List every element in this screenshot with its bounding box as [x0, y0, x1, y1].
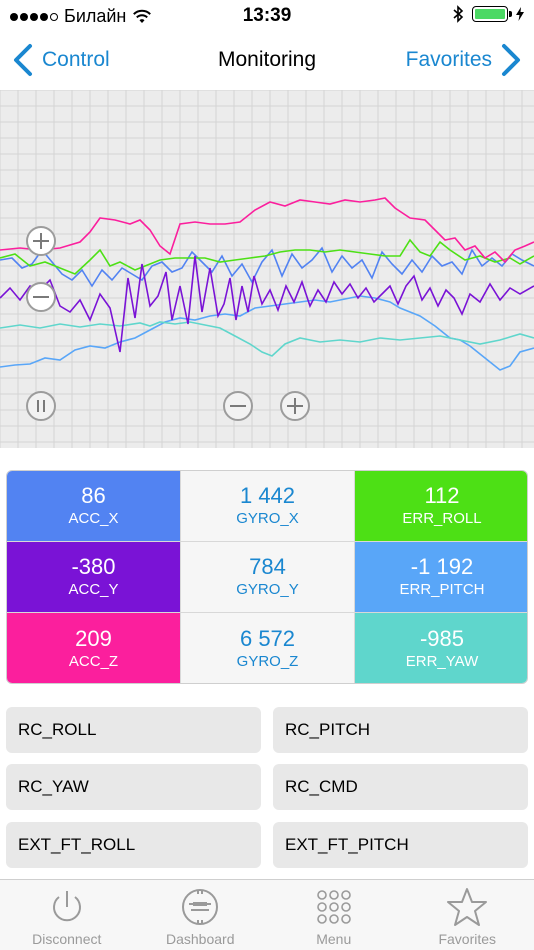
tab-label: Menu — [316, 931, 352, 947]
zoom-out-button[interactable] — [25, 281, 57, 313]
value-number: -985 — [419, 626, 465, 651]
err-pitch-line — [0, 295, 534, 371]
scale-down-button[interactable] — [222, 390, 254, 422]
pause-button[interactable] — [25, 390, 57, 422]
value-cell-gyro-y: 784 GYRO_Y — [181, 542, 355, 613]
wifi-icon — [133, 9, 152, 23]
value-cell-acc-y: -380 ACC_Y — [7, 542, 181, 613]
value-number: 6 572 — [239, 626, 296, 651]
tab-label: Favorites — [438, 931, 497, 947]
value-label: ERR_ROLL — [402, 510, 482, 527]
carrier-name: Билайн — [64, 6, 127, 26]
value-cell-err-yaw: -985 ERR_YAW — [355, 613, 527, 683]
chevron-right-icon — [502, 44, 520, 76]
value-number: 1 442 — [239, 483, 296, 508]
value-number: -1 192 — [410, 554, 474, 579]
charging-icon — [516, 7, 524, 21]
value-number: 784 — [249, 554, 286, 579]
value-label: ERR_PITCH — [399, 581, 485, 598]
value-number: -380 — [71, 554, 116, 579]
value-label: GYRO_X — [236, 510, 299, 527]
tab-dashboard[interactable]: Dashboard — [134, 880, 268, 950]
bluetooth-icon — [453, 5, 464, 23]
status-bar: Билайн 13:39 — [0, 0, 534, 30]
ext-ft-roll-button[interactable]: EXT_FT_ROLL — [6, 822, 261, 868]
acc-y-line — [0, 255, 534, 353]
acc-z-line — [0, 197, 534, 264]
tab-menu[interactable]: Menu — [267, 880, 401, 950]
navigation-bar: Control Monitoring Favorites — [0, 30, 534, 90]
tab-disconnect[interactable]: Disconnect — [0, 880, 134, 950]
favorites-nav-button[interactable]: Favorites — [406, 42, 524, 78]
rc-pitch-button[interactable]: RC_PITCH — [273, 707, 528, 753]
value-cell-gyro-x: 1 442 GYRO_X — [181, 471, 355, 542]
value-number: 209 — [75, 626, 112, 651]
chevron-left-icon — [14, 44, 32, 76]
rc-cmd-button[interactable]: RC_CMD — [273, 764, 528, 810]
back-button-label: Control — [42, 48, 110, 71]
power-icon — [52, 891, 81, 922]
value-cell-acc-x: 86 ACC_X — [7, 471, 181, 542]
value-label: ACC_Y — [68, 581, 119, 598]
battery-icon — [472, 6, 512, 22]
tab-bar: Disconnect Dashboard Menu Favorites — [0, 879, 534, 950]
value-number: 86 — [81, 483, 106, 508]
back-button[interactable]: Control — [10, 42, 110, 78]
value-cell-err-roll: 112 ERR_ROLL — [355, 471, 527, 542]
zoom-in-button[interactable] — [25, 225, 57, 257]
rc-roll-button[interactable]: RC_ROLL — [6, 707, 261, 753]
clock: 13:39 — [242, 5, 292, 26]
star-icon — [447, 888, 488, 926]
scale-up-button[interactable] — [279, 390, 311, 422]
value-label: GYRO_Z — [236, 653, 299, 670]
tab-label: Dashboard — [166, 931, 235, 947]
value-cell-err-pitch: -1 192 ERR_PITCH — [355, 542, 527, 613]
sensor-values-grid: 86 ACC_X 1 442 GYRO_X 112 ERR_ROLL -380 … — [6, 470, 528, 684]
signal-strength-icon — [10, 12, 58, 21]
err-roll-line — [0, 238, 534, 275]
gauge-icon — [182, 889, 219, 925]
value-label: ACC_Z — [68, 653, 119, 670]
tab-label: Disconnect — [32, 931, 102, 947]
page-title: Monitoring — [217, 48, 317, 71]
carrier-info: Билайн — [10, 6, 152, 27]
value-label: ACC_X — [68, 510, 119, 527]
status-icons — [452, 5, 524, 23]
rc-yaw-button[interactable]: RC_YAW — [6, 764, 261, 810]
value-label: GYRO_Y — [236, 581, 299, 598]
value-cell-gyro-z: 6 572 GYRO_Z — [181, 613, 355, 683]
err-yaw-line — [0, 321, 534, 357]
value-cell-acc-z: 209 ACC_Z — [7, 613, 181, 683]
tab-favorites[interactable]: Favorites — [401, 880, 534, 950]
grid-icon — [316, 890, 351, 924]
ext-ft-pitch-button[interactable]: EXT_FT_PITCH — [273, 822, 528, 868]
sensor-graph[interactable] — [0, 90, 534, 448]
value-label: ERR_YAW — [405, 653, 479, 670]
favorites-nav-label: Favorites — [405, 48, 492, 71]
value-number: 112 — [424, 483, 460, 508]
